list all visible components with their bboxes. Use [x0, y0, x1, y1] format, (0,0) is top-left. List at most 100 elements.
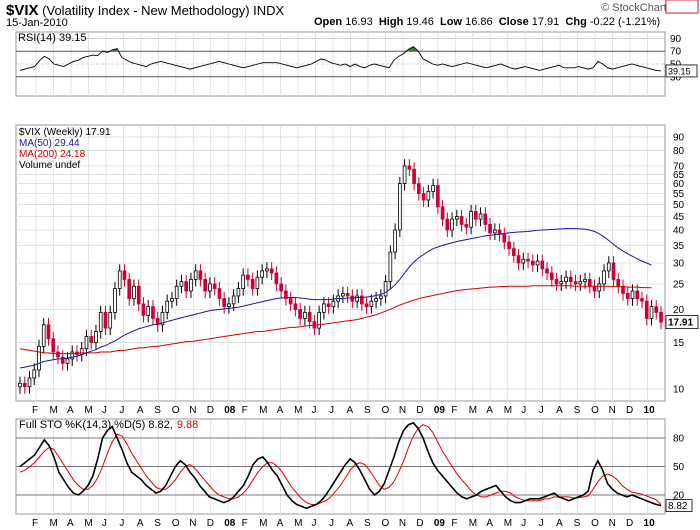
exchange: INDX	[253, 3, 285, 18]
candle-body	[516, 255, 521, 264]
price-tick-label: 50	[673, 200, 685, 211]
candle-body	[70, 351, 75, 360]
candle-body	[644, 300, 649, 319]
candle-body	[621, 285, 625, 294]
candle-body	[526, 258, 530, 262]
candle-body	[350, 295, 355, 302]
sto-legend-k: Full STO %K(14,3) %D(5) 8.82,	[19, 419, 173, 431]
sto-x-label: M	[259, 518, 267, 529]
sto-x-label: N	[189, 518, 196, 529]
price-x-label: O	[591, 405, 599, 416]
candle-body	[616, 279, 621, 287]
candle-body	[103, 311, 108, 329]
legend-volume: Volume undef	[19, 160, 80, 171]
candle-body	[502, 234, 507, 243]
price-x-label: A	[67, 405, 74, 416]
candle-body	[179, 281, 184, 287]
candle-body	[445, 218, 450, 231]
candle-body	[597, 283, 602, 292]
candle-body	[407, 165, 412, 170]
candle-body	[27, 377, 32, 388]
chg-value: -0.22 (-1.21%)	[589, 16, 661, 28]
candle-body	[654, 306, 659, 313]
price-x-label: J	[329, 405, 334, 416]
price-x-label: M	[259, 405, 267, 416]
price-x-label: F	[242, 405, 248, 416]
candle-body	[241, 274, 245, 289]
candle-body	[341, 293, 345, 297]
candle-body	[630, 290, 635, 299]
price-x-label: J	[312, 405, 317, 416]
rsi-tick-label: 30	[670, 72, 682, 83]
sto-d-line	[19, 424, 662, 505]
close-last-value-label: 17.91	[668, 318, 693, 329]
candle-body	[549, 272, 554, 280]
price-x-label: 09	[434, 405, 446, 416]
rsi-line	[19, 46, 662, 72]
candle-body	[146, 306, 151, 316]
candle-body	[402, 165, 407, 184]
candle-body	[56, 351, 60, 358]
candle-body	[113, 288, 117, 313]
sto-x-label: A	[486, 518, 493, 529]
price-x-label: J	[102, 405, 107, 416]
symbol-title: $VIX (Volatility Index - New Methodology…	[6, 2, 284, 19]
price-tick-label: 20	[673, 305, 685, 316]
sto-x-label: M	[294, 518, 302, 529]
candle-body	[189, 279, 193, 292]
close-value: 17.91	[531, 16, 560, 28]
candle-body	[507, 241, 511, 250]
candle-body	[345, 293, 350, 297]
price-x-label: D	[416, 405, 423, 416]
price-tick-label: 10	[673, 384, 685, 395]
candle-body	[51, 338, 56, 353]
price-x-label: D	[207, 405, 214, 416]
candle-body	[160, 311, 165, 326]
close-last-value-box	[665, 315, 699, 330]
candle-body	[279, 283, 283, 292]
rsi-tick-label: 70	[670, 47, 682, 58]
candle-body	[535, 260, 540, 266]
candle-body	[649, 306, 654, 319]
sto-x-label: S	[364, 518, 371, 529]
sto-x-label: J	[312, 518, 317, 529]
candle-body	[592, 285, 597, 292]
candle-body	[578, 281, 583, 285]
sto-x-label: A	[137, 518, 144, 529]
candle-body	[421, 193, 426, 201]
candle-body	[65, 358, 70, 364]
candle-body	[573, 281, 578, 285]
sto-x-label: F	[242, 518, 248, 529]
price-x-label: 10	[644, 405, 656, 416]
sto-x-label: O	[591, 518, 599, 529]
sto-x-label: N	[609, 518, 616, 529]
rsi-last-value-box	[665, 64, 698, 78]
candle-body	[602, 270, 606, 285]
price-x-label: O	[381, 405, 389, 416]
candle-body	[625, 293, 630, 299]
candle-body	[326, 303, 331, 308]
candle-body	[426, 191, 431, 201]
sto-tick-label: 20	[673, 491, 685, 502]
price-x-label: S	[154, 405, 161, 416]
low-value: 16.86	[465, 16, 493, 28]
sto-tick-label: 50	[673, 462, 685, 473]
price-x-label: A	[277, 405, 284, 416]
sto-x-label: J	[329, 518, 334, 529]
candle-body	[184, 281, 189, 292]
sto-x-label: D	[207, 518, 214, 529]
candle-body	[108, 311, 113, 329]
sto-x-label: M	[84, 518, 92, 529]
candle-body	[450, 218, 454, 231]
candle-body	[488, 224, 492, 234]
candle-body	[307, 311, 312, 322]
sto-tick-label: 80	[673, 434, 685, 445]
candle-body	[165, 300, 170, 313]
candle-body	[388, 251, 393, 283]
candle-body	[317, 311, 321, 329]
candle-body	[464, 224, 469, 228]
candle-body	[136, 285, 141, 305]
rsi-tick-label: 90	[670, 34, 682, 45]
rsi-last-value-label: 39.15	[668, 66, 691, 76]
candle-body	[369, 300, 374, 308]
